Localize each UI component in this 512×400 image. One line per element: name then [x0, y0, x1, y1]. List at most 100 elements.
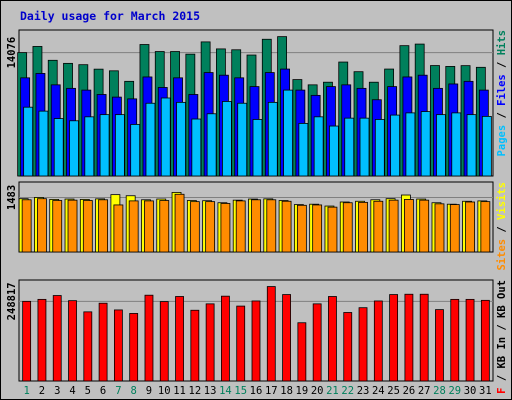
bar-pages-day-28 [436, 114, 446, 177]
bar-pages-day-5 [84, 116, 95, 177]
x-tick-day-8: 8 [131, 385, 137, 397]
bar-pages-day-31 [481, 116, 492, 177]
bar-sites-day-29 [449, 204, 460, 253]
x-tick-day-7: 7 [115, 385, 121, 397]
bar-pages-day-22 [344, 117, 355, 177]
bar-kb-f-day-12 [190, 309, 200, 382]
x-tick-day-1: 1 [23, 385, 29, 397]
bar-kb-f-day-15 [236, 305, 246, 382]
bar-pages-day-14 [222, 101, 232, 177]
x-tick-day-2: 2 [39, 385, 45, 397]
bar-sites-day-31 [480, 201, 491, 253]
legend-sites: Sites [496, 239, 508, 271]
x-tick-day-9: 9 [146, 385, 152, 397]
x-tick-day-6: 6 [100, 385, 106, 397]
x-tick-day-18: 18 [280, 385, 293, 397]
bar-sites-day-9 [144, 200, 154, 253]
legend-kb-out: KB Out [496, 280, 508, 318]
x-tick-day-25: 25 [387, 385, 400, 397]
panel-visits-legend: Sites / Visits [496, 182, 508, 271]
bar-sites-day-5 [82, 200, 93, 253]
bar-sites-day-14 [220, 203, 231, 253]
x-tick-day-28: 28 [433, 385, 446, 397]
bar-kb-f-day-1 [22, 300, 32, 382]
legend-separator: / [496, 220, 508, 239]
bar-pages-day-2 [38, 110, 49, 177]
chart-title: Daily usage for March 2015 [20, 9, 200, 23]
bar-kb-f-day-18 [282, 294, 291, 382]
bar-kb-f-day-2 [37, 298, 47, 382]
bar-sites-day-4 [67, 199, 78, 253]
legend-kb-f: KB F [496, 387, 508, 400]
bar-kb-f-day-22 [343, 312, 353, 382]
x-tick-day-16: 16 [250, 385, 263, 397]
panel-kbytes: 248817 KB F / KB In / KB Out [6, 279, 508, 400]
panel-hits-bars [17, 36, 492, 177]
x-tick-day-13: 13 [204, 385, 217, 397]
bar-kb-f-day-19 [297, 322, 307, 382]
x-tick-day-21: 21 [326, 385, 339, 397]
bar-sites-day-23 [358, 201, 368, 253]
x-tick-day-4: 4 [69, 385, 75, 397]
bar-pages-day-11 [176, 101, 186, 177]
bar-sites-day-10 [159, 200, 170, 253]
bar-pages-day-30 [466, 114, 477, 177]
bar-pages-day-27 [420, 111, 431, 177]
x-tick-day-17: 17 [265, 385, 278, 397]
legend-separator: / [496, 318, 508, 337]
panel-visits-bars [18, 192, 491, 253]
panel-kbytes-legend: KB F / KB In / KB Out [496, 280, 508, 400]
bar-pages-day-7 [114, 114, 125, 177]
x-tick-day-5: 5 [85, 385, 91, 397]
bar-sites-day-18 [281, 200, 292, 253]
x-tick-day-3: 3 [54, 385, 60, 397]
legend-hits: Hits [496, 30, 508, 55]
x-tick-day-14: 14 [219, 385, 232, 397]
bar-sites-day-26 [403, 199, 414, 253]
bar-kb-f-day-20 [312, 303, 322, 382]
bar-pages-day-9 [145, 102, 156, 177]
panel-visits-tick-label: 1483 [6, 185, 18, 210]
bar-kb-f-day-9 [144, 294, 154, 382]
bar-kb-f-day-13 [205, 303, 215, 382]
bar-sites-day-15 [235, 200, 246, 253]
x-tick-day-27: 27 [418, 385, 431, 397]
bar-sites-day-28 [434, 203, 445, 253]
bar-sites-day-2 [37, 198, 47, 253]
panel-kbytes-bars [22, 286, 490, 382]
legend-visits: Visits [496, 182, 508, 220]
bar-kb-f-day-5 [83, 311, 93, 382]
bar-kb-f-day-27 [419, 293, 429, 382]
bar-sites-day-24 [373, 200, 384, 253]
bar-pages-day-20 [313, 116, 324, 177]
bar-sites-day-30 [465, 201, 475, 253]
bar-pages-day-19 [298, 123, 309, 177]
bar-pages-day-3 [53, 118, 64, 177]
bar-sites-day-17 [266, 199, 277, 253]
x-tick-day-12: 12 [189, 385, 202, 397]
panel-hits: 14076 Pages / Files / Hits [6, 29, 508, 177]
x-axis-labels: 1 2 3 4 5 6 7 8 9 10 11 12 13 14 15 16 17 18 19 20 21 22 23 24 2… [23, 385, 491, 397]
bar-pages-day-26 [405, 112, 416, 177]
bar-kb-f-day-31 [480, 299, 490, 382]
bar-pages-day-17 [267, 101, 278, 177]
bar-kb-f-day-11 [175, 296, 184, 382]
bar-sites-day-8 [128, 200, 139, 253]
bar-kb-f-day-7 [113, 309, 123, 382]
bar-pages-day-21 [329, 125, 339, 177]
bar-kb-f-day-10 [159, 301, 169, 382]
x-tick-day-29: 29 [448, 385, 461, 397]
bar-kb-f-day-28 [435, 309, 444, 382]
bar-pages-day-1 [23, 106, 34, 177]
bar-kb-f-day-14 [221, 295, 230, 382]
bar-pages-day-12 [191, 118, 202, 177]
bar-sites-day-19 [296, 204, 307, 253]
bar-sites-day-20 [312, 204, 323, 253]
x-tick-day-15: 15 [234, 385, 247, 397]
panel-visits: 1483 Sites / Visits [6, 181, 508, 271]
bar-kb-f-day-29 [450, 298, 460, 382]
legend-kb-in: KB In [496, 337, 508, 369]
bar-sites-day-11 [174, 193, 185, 253]
bar-pages-day-15 [237, 102, 248, 177]
